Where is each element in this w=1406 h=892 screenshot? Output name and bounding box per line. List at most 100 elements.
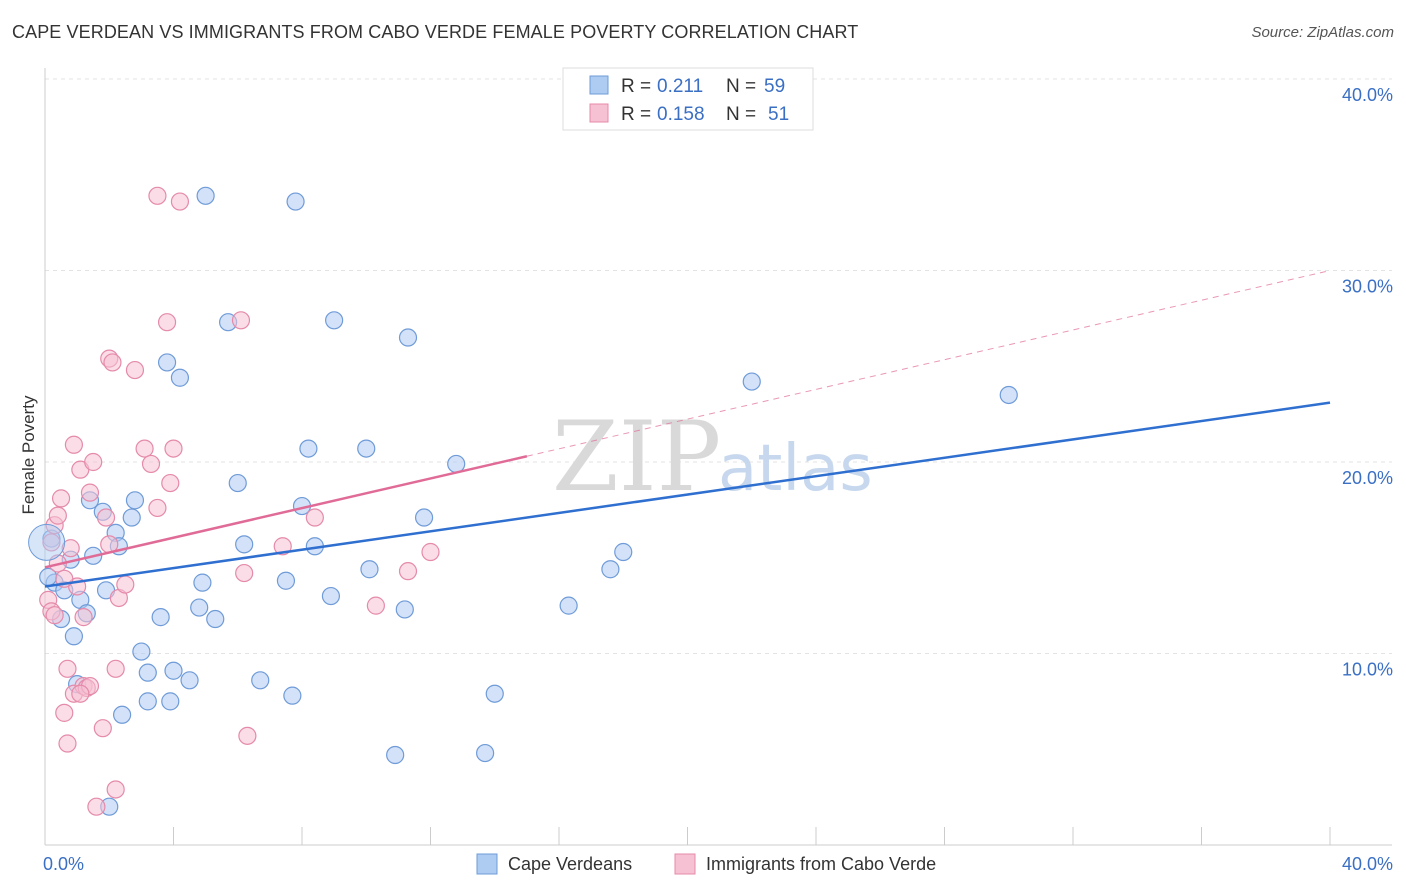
point-immigrants-cabo-verde [135, 439, 154, 458]
point-cape-verdeans [559, 596, 578, 615]
x-tick-labels: 0.0% 40.0% [43, 854, 1393, 874]
point-cape-verdeans [614, 542, 633, 562]
point-immigrants-cabo-verde [238, 726, 257, 745]
point-immigrants-cabo-verde [58, 659, 77, 678]
point-immigrants-cabo-verde [64, 435, 84, 454]
source-label: Source: ZipAtlas.com [1251, 24, 1394, 41]
point-cape-verdeans [138, 663, 157, 682]
point-cape-verdeans [398, 328, 418, 347]
point-cape-verdeans [112, 705, 132, 724]
point-immigrants-cabo-verde [366, 596, 385, 615]
data-points [28, 186, 1018, 816]
point-immigrants-cabo-verde [96, 508, 116, 527]
trend-lines [44, 270, 1331, 588]
point-immigrants-cabo-verde [421, 542, 440, 562]
stats-r-label-2: R = [621, 104, 651, 125]
axes [44, 68, 1392, 846]
point-cape-verdeans [360, 560, 379, 579]
stats-n-label-2: N = [726, 104, 756, 125]
stats-n-value-1: 59 [764, 76, 785, 97]
point-cape-verdeans [286, 192, 305, 211]
point-immigrants-cabo-verde [148, 498, 167, 518]
x-tick-label-min: 0.0% [43, 854, 84, 874]
point-cape-verdeans [299, 439, 318, 458]
point-immigrants-cabo-verde [125, 360, 145, 380]
point-cape-verdeans [206, 609, 225, 629]
point-cape-verdeans [283, 686, 302, 705]
point-cape-verdeans [742, 372, 761, 391]
legend-label-immigrants: Immigrants from Cabo Verde [706, 854, 936, 874]
point-cape-verdeans [601, 560, 620, 579]
point-cape-verdeans [193, 573, 212, 592]
stats-n-label-1: N = [726, 76, 756, 97]
bottom-legend: Cape Verdeans Immigrants from Cabo Verde [476, 853, 936, 875]
stats-r-label-1: R = [621, 76, 651, 97]
stats-swatch-pink [589, 103, 609, 123]
point-cape-verdeans [325, 311, 344, 330]
point-immigrants-cabo-verde [235, 563, 254, 583]
point-immigrants-cabo-verde [71, 684, 90, 703]
trend-line-immigrants [44, 455, 528, 569]
point-cape-verdeans [357, 439, 376, 458]
point-cape-verdeans [164, 661, 183, 680]
point-immigrants-cabo-verde [106, 659, 125, 678]
point-cape-verdeans [395, 600, 414, 619]
point-immigrants-cabo-verde [157, 313, 177, 332]
point-immigrants-cabo-verde [170, 192, 190, 211]
point-immigrants-cabo-verde [74, 608, 93, 627]
point-immigrants-cabo-verde [273, 537, 292, 556]
point-immigrants-cabo-verde [80, 483, 100, 502]
point-immigrants-cabo-verde [106, 780, 125, 799]
point-cape-verdeans [485, 684, 504, 703]
y-tick-label: 30.0% [1342, 277, 1393, 297]
stats-n-value-2: 51 [768, 104, 789, 125]
point-immigrants-cabo-verde [116, 575, 135, 594]
point-cape-verdeans [122, 508, 141, 527]
y-axis-label: Female Poverty [19, 395, 38, 515]
point-cape-verdeans [180, 671, 199, 690]
point-cape-verdeans [276, 571, 296, 590]
point-immigrants-cabo-verde [141, 454, 161, 474]
point-cape-verdeans [125, 491, 145, 510]
point-immigrants-cabo-verde [148, 186, 167, 205]
point-immigrants-cabo-verde [48, 506, 67, 525]
stats-r-value-2: 0.158 [657, 104, 705, 125]
point-immigrants-cabo-verde [84, 452, 103, 472]
point-immigrants-cabo-verde [45, 606, 64, 625]
point-immigrants-cabo-verde [398, 562, 418, 581]
point-cape-verdeans [386, 745, 405, 765]
stats-r-value-1: 0.211 [657, 76, 703, 97]
point-immigrants-cabo-verde [305, 508, 324, 527]
watermark-zip: ZIP [552, 401, 721, 513]
point-cape-verdeans [447, 454, 466, 474]
point-cape-verdeans [190, 598, 209, 617]
watermark: ZIP atlas [552, 401, 873, 513]
legend-swatch-cape-verdeans [476, 853, 498, 875]
legend-swatch-immigrants [674, 853, 696, 875]
point-immigrants-cabo-verde [161, 473, 180, 493]
point-cape-verdeans [138, 692, 157, 711]
point-cape-verdeans [414, 508, 434, 527]
point-cape-verdeans-large [28, 523, 66, 561]
point-cape-verdeans [64, 627, 84, 646]
chart-title: CAPE VERDEAN VS IMMIGRANTS FROM CABO VER… [12, 22, 859, 42]
stats-legend: R = 0.211 N = 59 R = 0.158 N = 51 [562, 67, 814, 131]
y-tick-label: 40.0% [1342, 85, 1393, 105]
trend-line-immigrants-extension [526, 270, 1331, 457]
point-cape-verdeans [476, 743, 495, 763]
point-cape-verdeans [251, 671, 270, 690]
point-immigrants-cabo-verde [93, 719, 112, 738]
point-cape-verdeans [228, 473, 247, 493]
point-immigrants-cabo-verde [164, 439, 183, 458]
point-cape-verdeans [235, 535, 254, 554]
y-tick-labels: 10.0% 20.0% 30.0% 40.0% [1342, 85, 1393, 680]
point-cape-verdeans [196, 186, 215, 205]
y-tick-label: 10.0% [1342, 660, 1393, 680]
point-cape-verdeans [161, 692, 180, 711]
point-immigrants-cabo-verde [231, 311, 251, 330]
point-immigrants-cabo-verde [55, 703, 74, 722]
stats-swatch-blue [589, 75, 609, 95]
gridlines [45, 78, 1392, 654]
point-immigrants-cabo-verde [51, 489, 71, 508]
